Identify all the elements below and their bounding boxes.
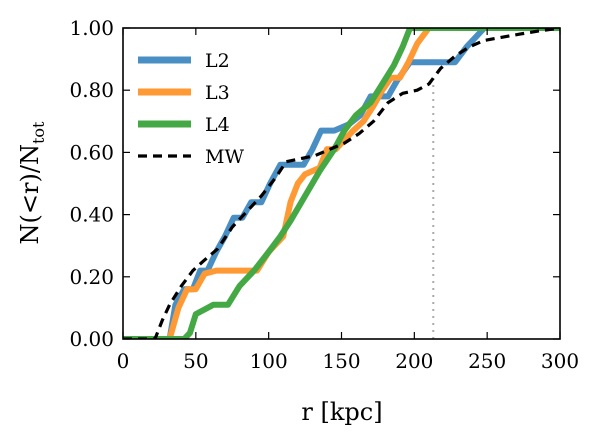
y-tick-label: 0.00	[69, 327, 114, 351]
y-tick-label: 0.20	[69, 265, 114, 289]
y-tick-label: 0.80	[69, 78, 114, 102]
x-axis-label: r [kpc]	[301, 398, 382, 426]
legend-label-l2: L2	[205, 50, 230, 72]
legend-label-l3: L3	[205, 82, 230, 104]
x-tick-label: 100	[250, 349, 288, 373]
y-tick-label: 0.40	[69, 203, 114, 227]
series-line-l4	[123, 28, 560, 339]
x-tick-label: 150	[322, 349, 360, 373]
y-tick-label: 0.60	[69, 140, 114, 164]
legend-label-mw: MW	[205, 146, 244, 168]
y-tick-label: 1.00	[69, 16, 114, 40]
x-tick-label: 300	[541, 349, 579, 373]
x-tick-label: 50	[183, 349, 208, 373]
series-line-l3	[123, 28, 560, 339]
x-tick-label: 200	[395, 349, 433, 373]
x-tick-label: 0	[117, 349, 130, 373]
legend-label-l4: L4	[205, 114, 230, 136]
series-line-l2	[123, 28, 560, 339]
series-line-mw	[123, 28, 560, 339]
plot-area: 0 50 100 150 200 250 300 0.00 0.20 0.40 0.60 0.80 1.…	[69, 16, 579, 373]
y-axis-label-sub: tot	[29, 121, 48, 144]
x-tick-label: 250	[468, 349, 506, 373]
y-axis-label: N(<r)/Ntot	[16, 121, 48, 244]
y-axis-label-main: N(<r)/N	[16, 144, 44, 244]
